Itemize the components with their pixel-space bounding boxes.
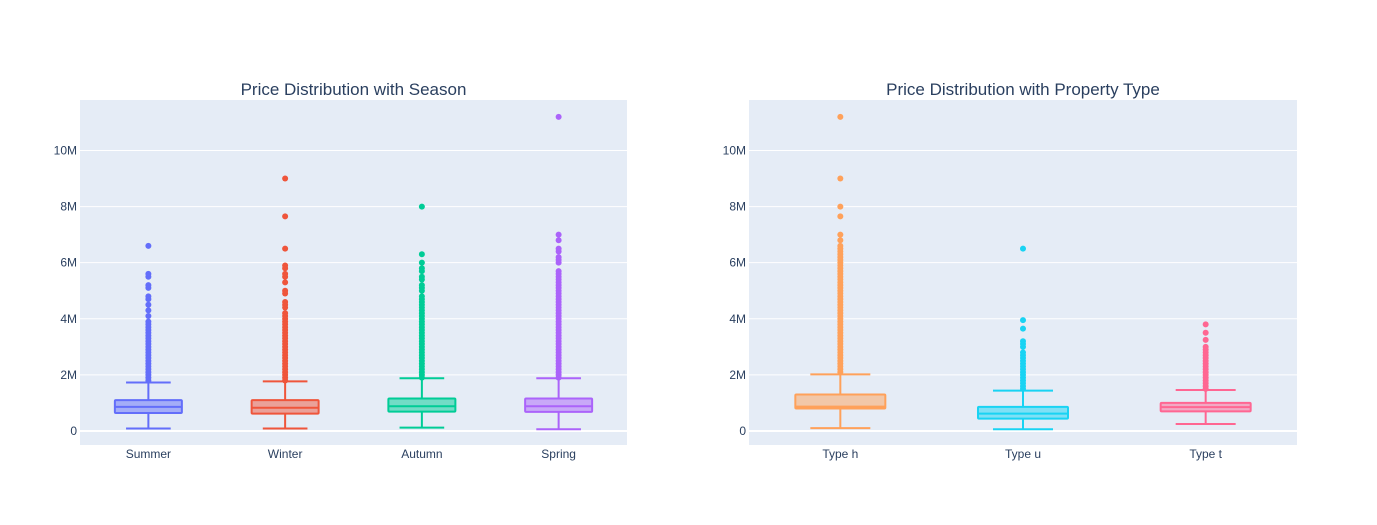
type-u-outlier-point <box>1020 338 1026 345</box>
autumn-outlier-point <box>418 251 425 258</box>
winter-outlier-point <box>282 270 289 277</box>
summer-outlier-point <box>145 293 152 300</box>
season-gridlines <box>80 149 627 432</box>
season-x-tick-label: Autumn <box>401 447 442 461</box>
spring-outlier-point <box>555 231 562 238</box>
type-u-outlier-point <box>1020 325 1026 332</box>
season-y-tick-label: 6M <box>60 256 77 270</box>
property-type-chart-title: Price Distribution with Property Type <box>886 80 1160 99</box>
season-y-tick-label: 0 <box>70 424 77 438</box>
season-x-tick-label: Winter <box>268 447 303 461</box>
summer-outlier-point <box>145 270 152 277</box>
type-h-outlier-point <box>837 213 844 220</box>
season-x-tick-label: Spring <box>541 447 576 461</box>
type-t-box-trace <box>1159 321 1252 425</box>
property-type-y-tick-label: 8M <box>729 200 746 214</box>
property-type-y-tick-labels: 0 2M 4M 6M 8M 10M <box>723 143 747 437</box>
property-type-y-tick-label: 10M <box>723 143 746 157</box>
summer-outlier-point <box>145 282 152 289</box>
autumn-outlier-point <box>418 259 425 266</box>
autumn-outlier-point <box>418 273 425 280</box>
spring-outlier-point <box>555 254 562 261</box>
autumn-outlier-point <box>418 265 425 272</box>
type-u-outlier-point <box>1020 317 1026 324</box>
type-t-outlier-point <box>1202 321 1209 328</box>
winter-outlier-point <box>282 175 289 182</box>
season-plot-area <box>80 100 627 445</box>
season-x-tick-labels: Summer Winter Autumn Spring <box>126 447 576 461</box>
spring-box-trace <box>524 113 594 431</box>
winter-outlier-point <box>282 310 289 317</box>
type-u-box-trace <box>977 245 1069 431</box>
property-type-y-tick-label: 2M <box>729 368 746 382</box>
type-t-outlier-point <box>1202 329 1209 336</box>
property-type-subplot: 0 2M 4M 6M 8M 10M Type h Type u Type t Price Di… <box>723 80 1297 461</box>
autumn-box <box>387 397 457 413</box>
autumn-outlier-point <box>418 293 425 300</box>
summer-outlier-point <box>145 312 152 319</box>
spring-outlier-point <box>555 245 562 252</box>
summer-outlier-point <box>145 301 152 308</box>
property-type-y-tick-label: 0 <box>739 424 746 438</box>
winter-box-trace <box>250 175 320 430</box>
type-h-box-trace <box>794 113 887 430</box>
season-boxes <box>113 113 594 431</box>
type-h-outlier-point <box>837 242 844 249</box>
winter-outlier-point <box>282 262 289 269</box>
type-h-outlier-point <box>837 231 844 238</box>
type-h-outlier-point <box>837 203 844 210</box>
type-h-outlier-point <box>837 113 844 120</box>
property-type-x-tick-label: Type u <box>1005 447 1041 461</box>
season-y-tick-label: 4M <box>60 312 77 326</box>
summer-outlier-point <box>145 307 152 314</box>
autumn-box-trace <box>387 203 457 429</box>
property-type-x-tick-labels: Type h Type u Type t <box>822 447 1222 461</box>
spring-box <box>524 397 594 413</box>
winter-outlier-point <box>282 298 289 305</box>
spring-outlier-point <box>555 237 562 244</box>
summer-box-trace <box>113 242 183 430</box>
spring-outlier-point <box>555 113 562 120</box>
season-y-tick-label: 8M <box>60 200 77 214</box>
season-chart-title: Price Distribution with Season <box>241 80 467 99</box>
season-y-tick-label: 10M <box>54 143 77 157</box>
type-h-outlier-point <box>837 237 844 244</box>
type-t-outlier-point <box>1202 343 1209 350</box>
summer-outlier-point <box>145 318 152 325</box>
season-subplot: 0 2M 4M 6M 8M 10M Summer Winter Autumn Spring Pr… <box>54 80 627 461</box>
season-y-tick-label: 2M <box>60 368 77 382</box>
property-type-x-tick-label: Type t <box>1189 447 1222 461</box>
type-u-outlier-point <box>1020 245 1026 252</box>
winter-outlier-point <box>282 213 289 220</box>
type-h-box <box>794 393 887 410</box>
type-t-outlier-point <box>1202 336 1209 343</box>
property-type-y-tick-label: 4M <box>729 312 746 326</box>
autumn-outlier-point <box>418 282 425 289</box>
season-x-tick-label: Summer <box>126 447 171 461</box>
type-h-outlier-point <box>837 175 844 182</box>
property-type-x-tick-label: Type h <box>822 447 858 461</box>
winter-outlier-point <box>282 245 289 252</box>
property-type-y-tick-label: 6M <box>729 256 746 270</box>
autumn-outlier-point <box>418 203 425 210</box>
property-type-boxes <box>794 113 1252 431</box>
winter-outlier-point <box>282 279 289 286</box>
summer-outlier-point <box>145 242 152 249</box>
spring-outlier-point <box>555 268 562 275</box>
season-y-tick-labels: 0 2M 4M 6M 8M 10M <box>54 143 78 437</box>
type-u-outlier-point <box>1020 349 1026 356</box>
winter-outlier-point <box>282 287 289 294</box>
